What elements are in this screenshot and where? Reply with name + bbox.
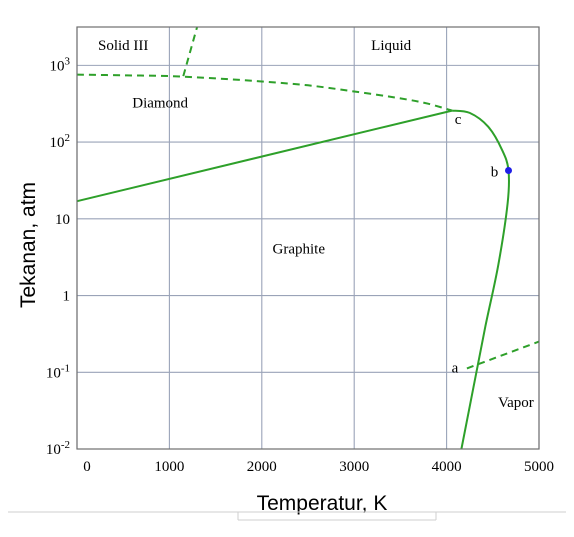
y-tick-label: 102 <box>50 132 71 151</box>
y-tick-label: 10-2 <box>46 439 70 458</box>
region-label: Diamond <box>132 96 188 112</box>
phase-boundary-solid-0 <box>76 109 453 203</box>
y-tick-label: 1 <box>63 289 71 305</box>
point-marker-b <box>505 166 513 174</box>
phase-boundary-curves <box>76 26 540 450</box>
y-tick-label: 10-1 <box>46 362 70 381</box>
x-tick-label: 2000 <box>247 459 277 475</box>
plot-frame <box>76 26 540 450</box>
point-label-a: a <box>452 360 459 376</box>
region-label: Vapor <box>498 395 534 411</box>
phase-boundary-dashed-3 <box>182 26 199 77</box>
x-tick-label: 3000 <box>339 459 369 475</box>
x-tick-labels: 0 1000 2000 3000 4000 5000 <box>83 459 554 475</box>
phase-boundary-dashed-2 <box>76 73 453 112</box>
region-label: Liquid <box>371 38 411 54</box>
y-tick-label: 103 <box>50 55 71 74</box>
y-tick-label: 10 <box>55 212 70 228</box>
x-tick-label: 4000 <box>432 459 462 475</box>
x-tick-label: 1000 <box>154 459 184 475</box>
x-axis-label: Temperatur, K <box>257 492 388 515</box>
point-labels: a b c <box>452 112 513 376</box>
x-tick-label: 5000 <box>524 459 554 475</box>
point-label-b: b <box>491 164 499 180</box>
x-tick-label: 0 <box>83 459 91 475</box>
phase-boundary-solid-1 <box>451 109 511 450</box>
region-label: Solid III <box>98 38 148 54</box>
phase-boundary-dashed-4 <box>466 340 540 370</box>
y-tick-labels: 10-2 10-1 1 10 102 103 <box>46 55 71 458</box>
region-label: Graphite <box>273 241 326 257</box>
point-label-c: c <box>455 112 462 128</box>
region-labels: Solid III Liquid Diamond Graphite Vapor <box>98 38 534 411</box>
y-axis-label: Tekanan, atm <box>17 182 40 308</box>
